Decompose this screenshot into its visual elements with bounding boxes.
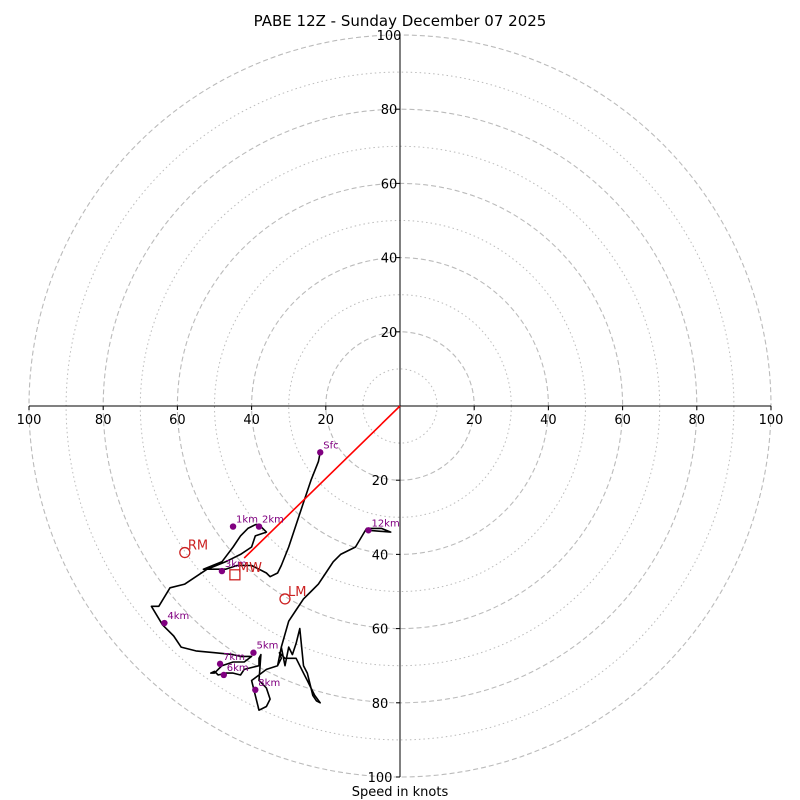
hodograph-trace: [150, 452, 392, 712]
x-tick-label: 20: [318, 413, 335, 428]
y-tick-label: 80: [381, 103, 398, 118]
storm-motion-markers: RM MW LM: [179, 539, 306, 605]
x-axis-label: Speed in knots: [352, 785, 449, 800]
x-tick-label: 80: [689, 413, 706, 428]
y-tick-label-lower: 100: [368, 771, 393, 786]
height-marker: [250, 649, 257, 656]
x-tick-label: 80: [95, 413, 112, 428]
height-marker: [365, 527, 372, 534]
y-tick-label: 100: [377, 29, 402, 44]
height-label: 6km: [227, 663, 249, 674]
y-tick-label-lower: 20: [372, 474, 389, 489]
y-tick-label: 60: [381, 177, 398, 192]
hodograph-line: [150, 452, 392, 712]
y-tick-label-lower: 40: [372, 548, 389, 563]
storm-marker-rm: [179, 546, 191, 559]
height-marker: [255, 523, 263, 530]
storm-marker-mw: [229, 569, 241, 581]
height-marker: [161, 619, 168, 627]
height-label: 1km: [236, 515, 258, 526]
tick-labels: 100 80 60 40 20 20 40 60 80 100 20 40 60 80 100 20 40 60 8…: [17, 29, 784, 786]
height-label: 5km: [256, 641, 278, 652]
storm-marker-lm: [279, 593, 291, 605]
height-label: 2km: [262, 515, 284, 526]
x-tick-label: 100: [759, 413, 784, 428]
height-marker: [317, 449, 324, 456]
y-tick-label-lower: 60: [372, 623, 389, 638]
y-tick-label: 40: [381, 252, 398, 267]
height-marker: [216, 660, 224, 668]
height-marker: [220, 671, 227, 679]
storm-label-rm: RM: [188, 539, 208, 554]
height-marker: [218, 567, 226, 575]
x-tick-label: 100: [17, 413, 42, 428]
x-tick-label: 60: [614, 413, 631, 428]
height-label: 8km: [258, 678, 280, 689]
height-label: 4km: [167, 611, 189, 622]
y-tick-label-lower: 80: [372, 697, 389, 712]
height-label: Sfc: [323, 440, 338, 451]
x-tick-label: 20: [466, 413, 483, 428]
height-label: 7km: [223, 652, 245, 663]
chart-title: PABE 12Z - Sunday December 07 2025: [254, 12, 547, 30]
height-label: 12km: [371, 518, 399, 529]
shear-vector: [243, 405, 401, 559]
x-tick-label: 60: [169, 413, 186, 428]
bulk-shear-line: [243, 405, 401, 559]
x-tick-label: 40: [243, 413, 260, 428]
storm-label-lm: LM: [288, 585, 306, 600]
y-tick-label: 20: [381, 326, 398, 341]
height-marker: [252, 686, 259, 694]
height-label: 3km: [225, 559, 247, 570]
x-tick-label: 40: [540, 413, 557, 428]
height-marker: [229, 523, 237, 530]
storm-label-mw: MW: [238, 561, 262, 576]
